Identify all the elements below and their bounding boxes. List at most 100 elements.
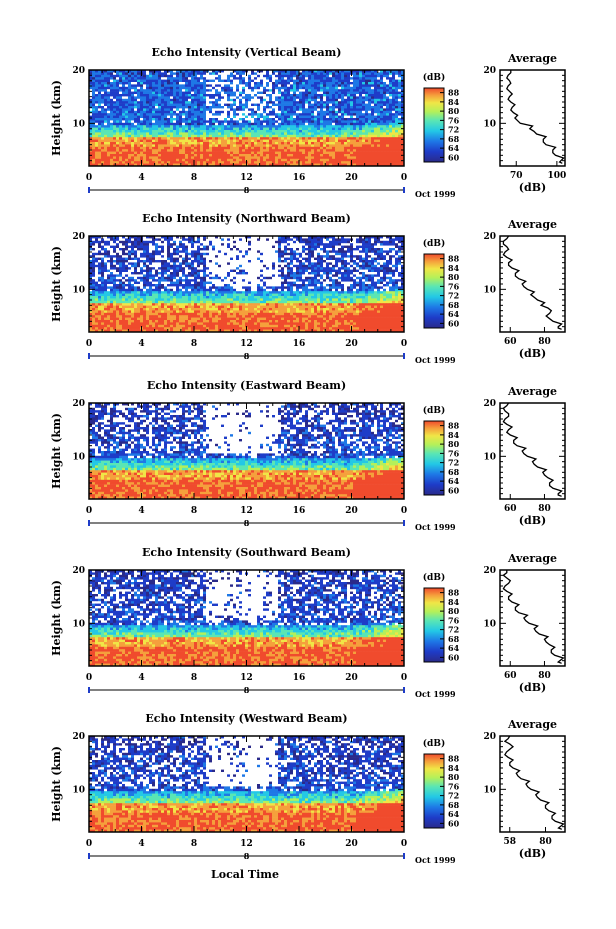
panel-4: Echo Intensity (Southward Beam) 10 20 Heigh… (50, 546, 565, 699)
average-y-tick-label: 20 (483, 399, 496, 409)
average-title: Average (507, 385, 557, 398)
date-month-label: Oct 1999 (415, 855, 456, 865)
average-x-label: (dB) (519, 681, 546, 694)
x-tick-label: 16 (293, 506, 306, 516)
x-tick-label: 0 (401, 839, 407, 849)
y-tick-label: 20 (72, 66, 85, 76)
x-tick-label: 0 (86, 339, 92, 349)
average-frame (500, 570, 565, 666)
average-y-tick-label: 20 (483, 566, 496, 576)
average-x-label: (dB) (519, 847, 546, 860)
y-axis-label: Height (km) (50, 580, 63, 656)
x-tick-label: 0 (86, 673, 92, 683)
date-month-label: Oct 1999 (415, 689, 456, 699)
colorbar-unit: (dB) (423, 238, 445, 249)
average-x-tick-label: 80 (538, 504, 551, 514)
colorbar-unit: (dB) (423, 572, 445, 583)
x-tick-label: 16 (293, 839, 306, 849)
date-month-label: Oct 1999 (415, 355, 456, 365)
average-frame (500, 736, 565, 832)
x-tick-label: 12 (240, 673, 253, 683)
average-x-tick-label: 80 (538, 671, 551, 681)
average-frame (500, 236, 565, 332)
date-month-label: Oct 1999 (415, 522, 456, 532)
x-tick-label: 0 (86, 839, 92, 849)
average-x-tick-label: 60 (504, 671, 517, 681)
x-tick-label: 0 (401, 673, 407, 683)
x-tick-label: 8 (191, 339, 197, 349)
x-tick-label: 0 (86, 506, 92, 516)
x-tick-label: 16 (293, 173, 306, 183)
average-x-tick-label: 70 (510, 171, 523, 181)
y-tick-label: 10 (72, 285, 85, 295)
x-tick-label: 12 (240, 506, 253, 516)
average-y-tick-label: 20 (483, 732, 496, 742)
average-title: Average (507, 218, 557, 231)
panel-title: Echo Intensity (Westward Beam) (145, 712, 347, 725)
average-title: Average (507, 52, 557, 65)
panel-title: Echo Intensity (Southward Beam) (142, 546, 351, 559)
colorbar-unit: (dB) (423, 738, 445, 749)
x-tick-label: 8 (191, 673, 197, 683)
average-x-label: (dB) (519, 181, 546, 194)
x-tick-label: 4 (138, 173, 144, 183)
x-tick-label: 0 (401, 506, 407, 516)
colorbar-unit: (dB) (423, 405, 445, 416)
colorbar (424, 254, 444, 328)
y-tick-label: 10 (72, 619, 85, 629)
colorbar-tick-label: 60 (448, 818, 460, 828)
heatmap (89, 236, 404, 332)
panel-3: Echo Intensity (Eastward Beam) 10 20 Height… (50, 379, 565, 532)
average-x-tick-label: 60 (504, 504, 517, 514)
panel-5: Echo Intensity (Westward Beam) 10 20 Height… (50, 712, 565, 865)
y-tick-label: 20 (72, 232, 85, 242)
y-tick-label: 10 (72, 452, 85, 462)
average-y-tick-label: 20 (483, 232, 496, 242)
colorbar (424, 421, 444, 495)
average-y-tick-label: 10 (483, 785, 496, 795)
average-y-tick-label: 10 (483, 619, 496, 629)
heatmap (89, 70, 404, 166)
average-frame (500, 403, 565, 499)
date-day-label: 8 (244, 685, 250, 695)
y-tick-label: 20 (72, 566, 85, 576)
x-tick-label: 16 (293, 339, 306, 349)
y-axis-label: Height (km) (50, 246, 63, 322)
colorbar-tick-label: 60 (448, 152, 460, 162)
x-tick-label: 20 (345, 339, 358, 349)
x-tick-label: 20 (345, 173, 358, 183)
panel-title: Echo Intensity (Northward Beam) (142, 212, 351, 225)
x-tick-label: 8 (191, 506, 197, 516)
colorbar-unit: (dB) (423, 72, 445, 83)
average-x-tick-label: 80 (539, 837, 552, 847)
average-title: Average (507, 718, 557, 731)
y-tick-label: 10 (72, 119, 85, 129)
x-tick-label: 20 (345, 506, 358, 516)
panel-title: Echo Intensity (Vertical Beam) (151, 46, 341, 59)
panel-title: Echo Intensity (Eastward Beam) (147, 379, 346, 392)
x-tick-label: 0 (401, 339, 407, 349)
average-x-label: (dB) (519, 514, 546, 527)
x-tick-label: 12 (240, 339, 253, 349)
heatmap (89, 403, 404, 499)
x-tick-label: 20 (345, 839, 358, 849)
date-day-label: 8 (244, 518, 250, 528)
x-tick-label: 8 (191, 839, 197, 849)
x-tick-label: 4 (138, 673, 144, 683)
average-profile: Average 10 20 58 80(dB) (483, 718, 565, 860)
y-axis-label: Height (km) (50, 413, 63, 489)
panel-2: Echo Intensity (Northward Beam) 10 20 Heigh… (50, 212, 565, 365)
y-tick-label: 20 (72, 399, 85, 409)
date-day-label: 8 (244, 851, 250, 861)
average-x-tick-label: 60 (504, 337, 517, 347)
colorbar-tick-label: 60 (448, 318, 460, 328)
average-x-tick-label: 58 (503, 837, 516, 847)
average-profile: Average 10 20 60 80(dB) (483, 552, 565, 694)
x-tick-label: 20 (345, 673, 358, 683)
average-title: Average (507, 552, 557, 565)
y-axis-label: Height (km) (50, 746, 63, 822)
date-day-label: 8 (244, 185, 250, 195)
x-tick-label: 12 (240, 839, 253, 849)
